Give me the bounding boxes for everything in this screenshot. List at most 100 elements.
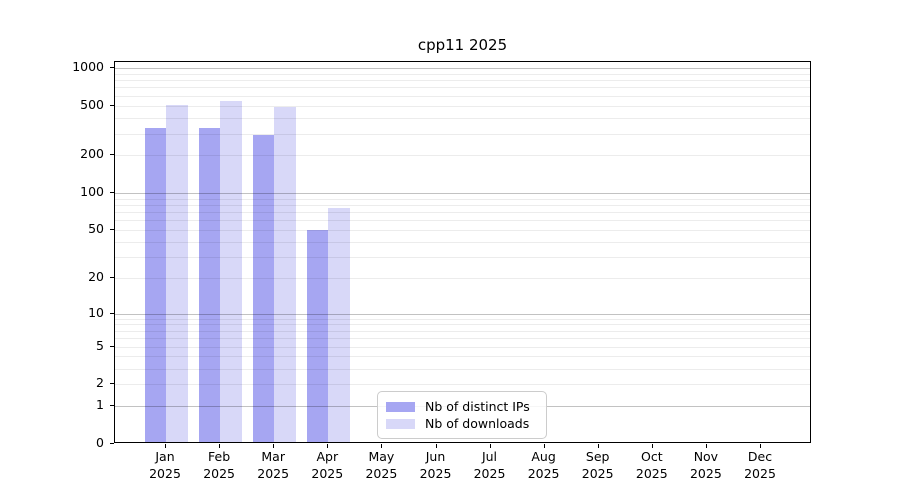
x-tick-label-sep: Sep 2025: [568, 449, 628, 482]
x-tick-mark-jan: [165, 444, 166, 448]
x-tick-label-line: 2025: [311, 465, 344, 481]
gridline-minor-8: [115, 324, 810, 326]
bar-downloads-mar-2025: [274, 106, 296, 442]
x-tick-mark-jul: [489, 444, 491, 448]
legend: Nb of distinct IPs Nb of downloads: [377, 391, 547, 439]
x-tick-label-line: 2025: [365, 465, 398, 481]
gridline-minor-4: [115, 356, 810, 358]
x-tick-label-aug: Aug 2025: [514, 449, 574, 482]
x-tick-label-line: 2025: [419, 465, 452, 481]
legend-swatch-distinct-ips: [386, 401, 415, 412]
x-tick-label-line: Jan: [155, 449, 175, 464]
bar-ips-feb-2025: [198, 128, 221, 442]
x-tick-label-jan: Jan 2025: [135, 449, 195, 482]
x-tick-label-line: 2025: [581, 465, 614, 481]
gridline-minor-6: [115, 338, 810, 340]
y-tick-mark-20: [110, 277, 114, 279]
y-tick-mark-1: [110, 405, 114, 407]
y-tick-mark-200: [110, 154, 114, 156]
gridline-minor-200: [115, 155, 810, 157]
x-tick-label-mar: Mar 2025: [243, 449, 303, 482]
x-tick-mark-may: [381, 444, 383, 448]
gridline-minor-40: [115, 241, 810, 243]
bar-ips-apr-2025: [306, 230, 329, 442]
y-tick-label-5: 5: [96, 337, 104, 353]
x-tick-mark-jun: [435, 444, 437, 448]
gridline-minor-700: [115, 87, 810, 89]
bar-downloads-feb-2025: [220, 100, 242, 442]
bar-downloads-apr-2025: [328, 207, 350, 442]
y-tick-label-1000: 1000: [72, 59, 104, 75]
gridline-minor-80: [115, 204, 810, 206]
y-tick-label-100: 100: [80, 183, 104, 199]
x-tick-label-line: 2025: [689, 465, 722, 481]
legend-item-downloads: Nb of downloads: [386, 416, 546, 431]
y-tick-mark-0: [110, 443, 114, 444]
gridline-minor-9: [115, 318, 810, 320]
bar-ips-mar-2025: [252, 135, 275, 442]
x-tick-mark-aug: [543, 444, 545, 448]
y-tick-label-200: 200: [80, 146, 104, 162]
legend-item-distinct-ips: Nb of distinct IPs: [386, 398, 546, 414]
y-tick-label-10: 10: [88, 304, 104, 320]
gridline-minor-2: [115, 384, 810, 386]
x-tick-label-line: 2025: [635, 465, 668, 481]
bar-downloads-jan-2025: [166, 104, 188, 442]
x-tick-label-nov: Nov 2025: [676, 449, 736, 482]
y-tick-mark-100: [110, 191, 114, 193]
x-tick-label-line: Sep: [585, 449, 610, 464]
gridline-minor-70: [115, 212, 810, 213]
gridline-minor-5: [115, 346, 810, 348]
y-tick-label-1: 1: [96, 397, 104, 413]
y-tick-mark-500: [110, 104, 114, 106]
x-tick-label-line: 2025: [257, 465, 290, 481]
x-tick-label-line: 2025: [527, 465, 560, 481]
gridline-minor-800: [115, 80, 810, 82]
y-tick-mark-1000: [110, 67, 114, 69]
plot-area: [114, 61, 811, 443]
x-tick-label-jul: Jul 2025: [460, 449, 520, 482]
gridline-minor-90: [115, 198, 810, 200]
gridline-minor-50: [115, 230, 810, 232]
x-tick-label-line: Feb: [208, 449, 231, 464]
gridline-minor-500: [115, 105, 810, 107]
x-tick-label-dec: Dec 2025: [730, 449, 790, 482]
x-tick-label-oct: Oct 2025: [622, 449, 682, 482]
gridline-minor-60: [115, 220, 810, 222]
x-tick-label-line: Dec: [747, 449, 773, 464]
x-tick-label-line: Mar: [261, 449, 285, 464]
y-tick-label-500: 500: [80, 96, 104, 112]
x-tick-mark-apr: [327, 444, 329, 448]
x-tick-label-line: Oct: [640, 449, 663, 464]
x-tick-label-line: 2025: [744, 465, 776, 481]
gridline-minor-3: [115, 368, 810, 370]
x-tick-label-feb: Feb 2025: [189, 449, 249, 482]
x-tick-label-may: May 2025: [351, 449, 411, 482]
x-tick-label-line: 2025: [473, 465, 506, 481]
chart-title: cpp11 2025: [417, 36, 508, 54]
x-tick-label-line: May: [368, 449, 395, 464]
legend-swatch-downloads: [386, 418, 415, 429]
x-tick-label-line: Jun: [425, 449, 446, 464]
gridline-minor-20: [115, 278, 810, 280]
x-tick-label-line: 2025: [149, 465, 181, 481]
x-tick-label-line: Jul: [481, 449, 498, 464]
x-tick-mark-dec: [760, 444, 761, 448]
gridline-major-100: [115, 192, 810, 194]
y-tick-mark-5: [110, 345, 114, 347]
gridline-minor-400: [115, 117, 810, 119]
y-tick-label-2: 2: [96, 375, 104, 391]
y-tick-mark-50: [110, 229, 114, 231]
gridline-minor-900: [115, 73, 810, 75]
x-tick-label-jun: Jun 2025: [406, 449, 466, 482]
legend-label-distinct-ips: Nb of distinct IPs: [425, 398, 530, 414]
gridline-minor-7: [115, 330, 810, 332]
x-tick-label-line: Aug: [531, 449, 556, 464]
gridline-minor-600: [115, 95, 810, 97]
x-tick-mark-oct: [651, 444, 653, 448]
x-tick-label-line: Apr: [316, 449, 339, 464]
y-tick-mark-2: [110, 383, 114, 385]
gridline-major-10: [115, 313, 810, 315]
bar-ips-jan-2025: [144, 128, 166, 442]
